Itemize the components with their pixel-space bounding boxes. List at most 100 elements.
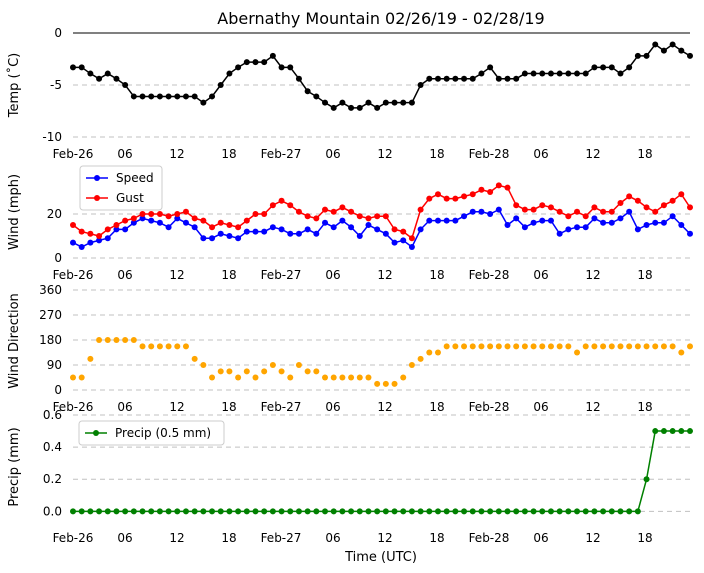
wind-data-point <box>243 217 250 224</box>
wind-data-point <box>617 215 624 222</box>
direction-data-point <box>408 362 415 368</box>
temp-data-point <box>165 93 172 100</box>
temp-data-point <box>243 59 250 66</box>
direction-data-point <box>148 343 155 350</box>
direction-data-point <box>287 374 294 381</box>
temp-data-point <box>521 70 528 77</box>
direction-data-point <box>547 343 554 350</box>
wind-data-point <box>330 224 337 231</box>
wind-data-point <box>452 217 459 224</box>
temp-data-point <box>200 99 207 106</box>
wind-data-point <box>287 230 294 237</box>
direction-panel: 0 90 180 270 360 Feb-26 06 12 18 Feb-27 06 12 18 Feb-… <box>7 283 693 414</box>
direction-data-point <box>374 380 381 387</box>
x-tick-label: Feb-26 <box>53 268 94 282</box>
temp-data-point <box>226 70 233 77</box>
x-tick-label: Feb-26 <box>53 531 94 545</box>
x-tick-label: 06 <box>533 531 548 545</box>
direction-data-point <box>452 343 459 350</box>
wind-data-point <box>443 195 450 202</box>
y-tick-label: -5 <box>50 78 62 92</box>
direction-data-point <box>304 368 311 375</box>
wind-data-point <box>226 233 233 239</box>
direction-data-point <box>539 343 546 350</box>
x-tick-label: 12 <box>585 531 600 545</box>
wind-data-point <box>113 222 120 228</box>
precip-data-point <box>96 508 103 515</box>
direction-data-point <box>174 343 181 350</box>
y-tick-label: 360 <box>39 283 62 297</box>
wind-data-point <box>452 195 459 202</box>
temp-data-point <box>322 99 329 106</box>
temp-data-point <box>417 82 424 88</box>
direction-data-point <box>652 343 659 350</box>
y-tick-label: 0.2 <box>43 472 62 486</box>
precip-data-point <box>217 508 224 515</box>
wind-data-point <box>687 204 693 211</box>
temp-data-point <box>591 64 598 71</box>
precip-data-point <box>78 508 85 515</box>
direction-data-point <box>348 374 355 381</box>
wind-data-point <box>504 184 511 191</box>
temp-data-point <box>70 64 76 71</box>
wind-data-point <box>182 219 189 226</box>
x-tick-label: 18 <box>637 531 652 545</box>
wind-data-point <box>495 182 502 189</box>
x-tick-label: 06 <box>325 268 340 282</box>
direction-data-point <box>591 343 598 350</box>
precip-data-point <box>139 508 146 515</box>
wind-data-point <box>565 213 572 220</box>
wind-y-axis-label: Wind (mph) <box>7 174 22 250</box>
wind-data-point <box>374 226 381 233</box>
precip-data-point <box>495 508 502 515</box>
wind-data-point <box>408 244 415 250</box>
x-tick-label: 18 <box>429 147 444 161</box>
wind-data-point <box>652 219 659 226</box>
x-tick-label: 18 <box>429 400 444 414</box>
wind-data-point <box>626 193 633 200</box>
temp-data-point <box>113 75 120 82</box>
wind-data-point <box>313 230 320 237</box>
precip-data-point <box>556 508 563 515</box>
x-tick-label: 12 <box>377 531 392 545</box>
precip-data-point <box>87 508 94 515</box>
temp-data-point <box>122 82 129 88</box>
precip-data-point <box>104 508 111 515</box>
wind-data-point <box>408 235 415 242</box>
wind-data-point <box>235 235 242 242</box>
wind-data-point <box>191 224 198 231</box>
temp-data-point <box>608 64 615 71</box>
y-tick-label: 0 <box>54 251 62 265</box>
wind-data-point <box>513 202 520 209</box>
wind-data-point <box>96 233 103 239</box>
x-tick-label: Feb-26 <box>53 400 94 414</box>
wind-data-point <box>182 208 189 215</box>
wind-data-point <box>139 211 146 217</box>
wind-data-point <box>400 228 407 235</box>
precip-data-point <box>634 508 641 515</box>
wind-data-point <box>461 193 468 200</box>
wind-data-point <box>113 226 120 233</box>
wind-data-point <box>461 213 468 220</box>
wind-data-point <box>130 219 137 226</box>
wind-data-point <box>295 230 302 237</box>
wind-data-point <box>174 215 181 222</box>
precip-data-point <box>417 508 424 515</box>
temp-data-point <box>617 70 624 77</box>
precip-data-point <box>608 508 615 515</box>
precip-data-point <box>130 508 137 515</box>
wind-data-point <box>469 191 476 198</box>
wind-data-point <box>87 230 94 237</box>
wind-data-point <box>469 208 476 215</box>
temp-data-point <box>574 70 581 77</box>
wind-data-point <box>261 211 268 217</box>
wind-data-point <box>96 237 103 244</box>
precip-data-point <box>434 508 441 515</box>
temp-data-point <box>600 64 607 71</box>
precip-data-point <box>391 508 398 515</box>
x-tick-label: 18 <box>221 531 236 545</box>
wind-data-point <box>339 204 346 211</box>
wind-data-point <box>122 217 129 224</box>
wind-data-point <box>600 219 607 226</box>
